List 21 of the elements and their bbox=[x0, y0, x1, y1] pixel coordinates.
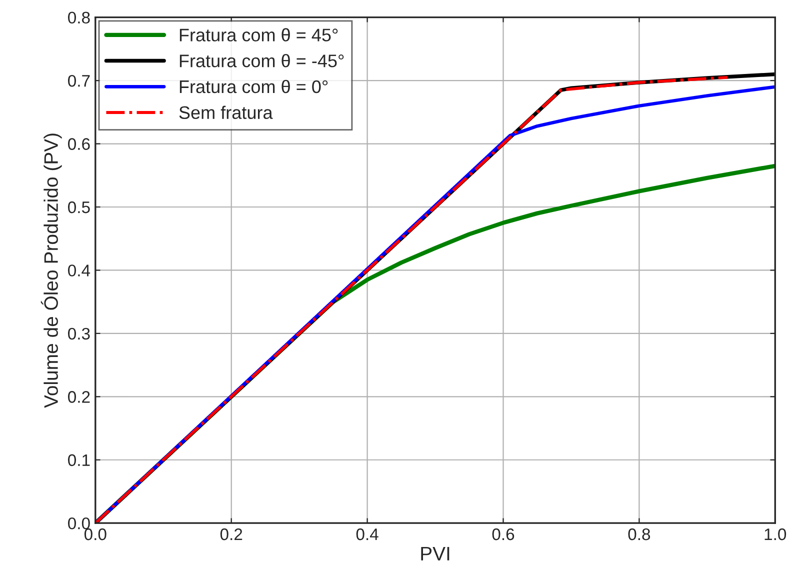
y-tick-label: 0.3 bbox=[68, 328, 90, 340]
y-tick-label: 0.4 bbox=[68, 264, 90, 276]
y-axis-title: Volume de Óleo Produzido (PV) bbox=[40, 134, 62, 408]
legend-label: Fratura com θ = 0° bbox=[180, 80, 328, 94]
x-tick-label: 0.0 bbox=[84, 528, 106, 540]
legend-label: Fratura com θ = -45° bbox=[180, 54, 344, 68]
x-tick-label: 0.8 bbox=[628, 528, 650, 540]
y-tick-label: 0.6 bbox=[68, 138, 90, 150]
legend-label: Fratura com θ = 45° bbox=[180, 28, 338, 42]
x-axis-title: PVI bbox=[421, 546, 450, 560]
legend-label: Sem fratura bbox=[179, 106, 273, 120]
y-tick-label: 0.0 bbox=[68, 517, 90, 530]
y-tick-label: 0.7 bbox=[68, 74, 90, 87]
y-tick-label: 0.8 bbox=[68, 12, 90, 24]
x-tick-label: 0.2 bbox=[220, 528, 242, 540]
x-tick-label: 0.6 bbox=[492, 528, 514, 540]
x-tick-label: 1.0 bbox=[764, 528, 786, 540]
x-tick-label: 0.4 bbox=[356, 528, 378, 540]
y-tick-label: 0.2 bbox=[68, 391, 90, 403]
y-tick-label: 0.5 bbox=[68, 201, 90, 214]
y-tick-label: 0.1 bbox=[68, 454, 90, 466]
